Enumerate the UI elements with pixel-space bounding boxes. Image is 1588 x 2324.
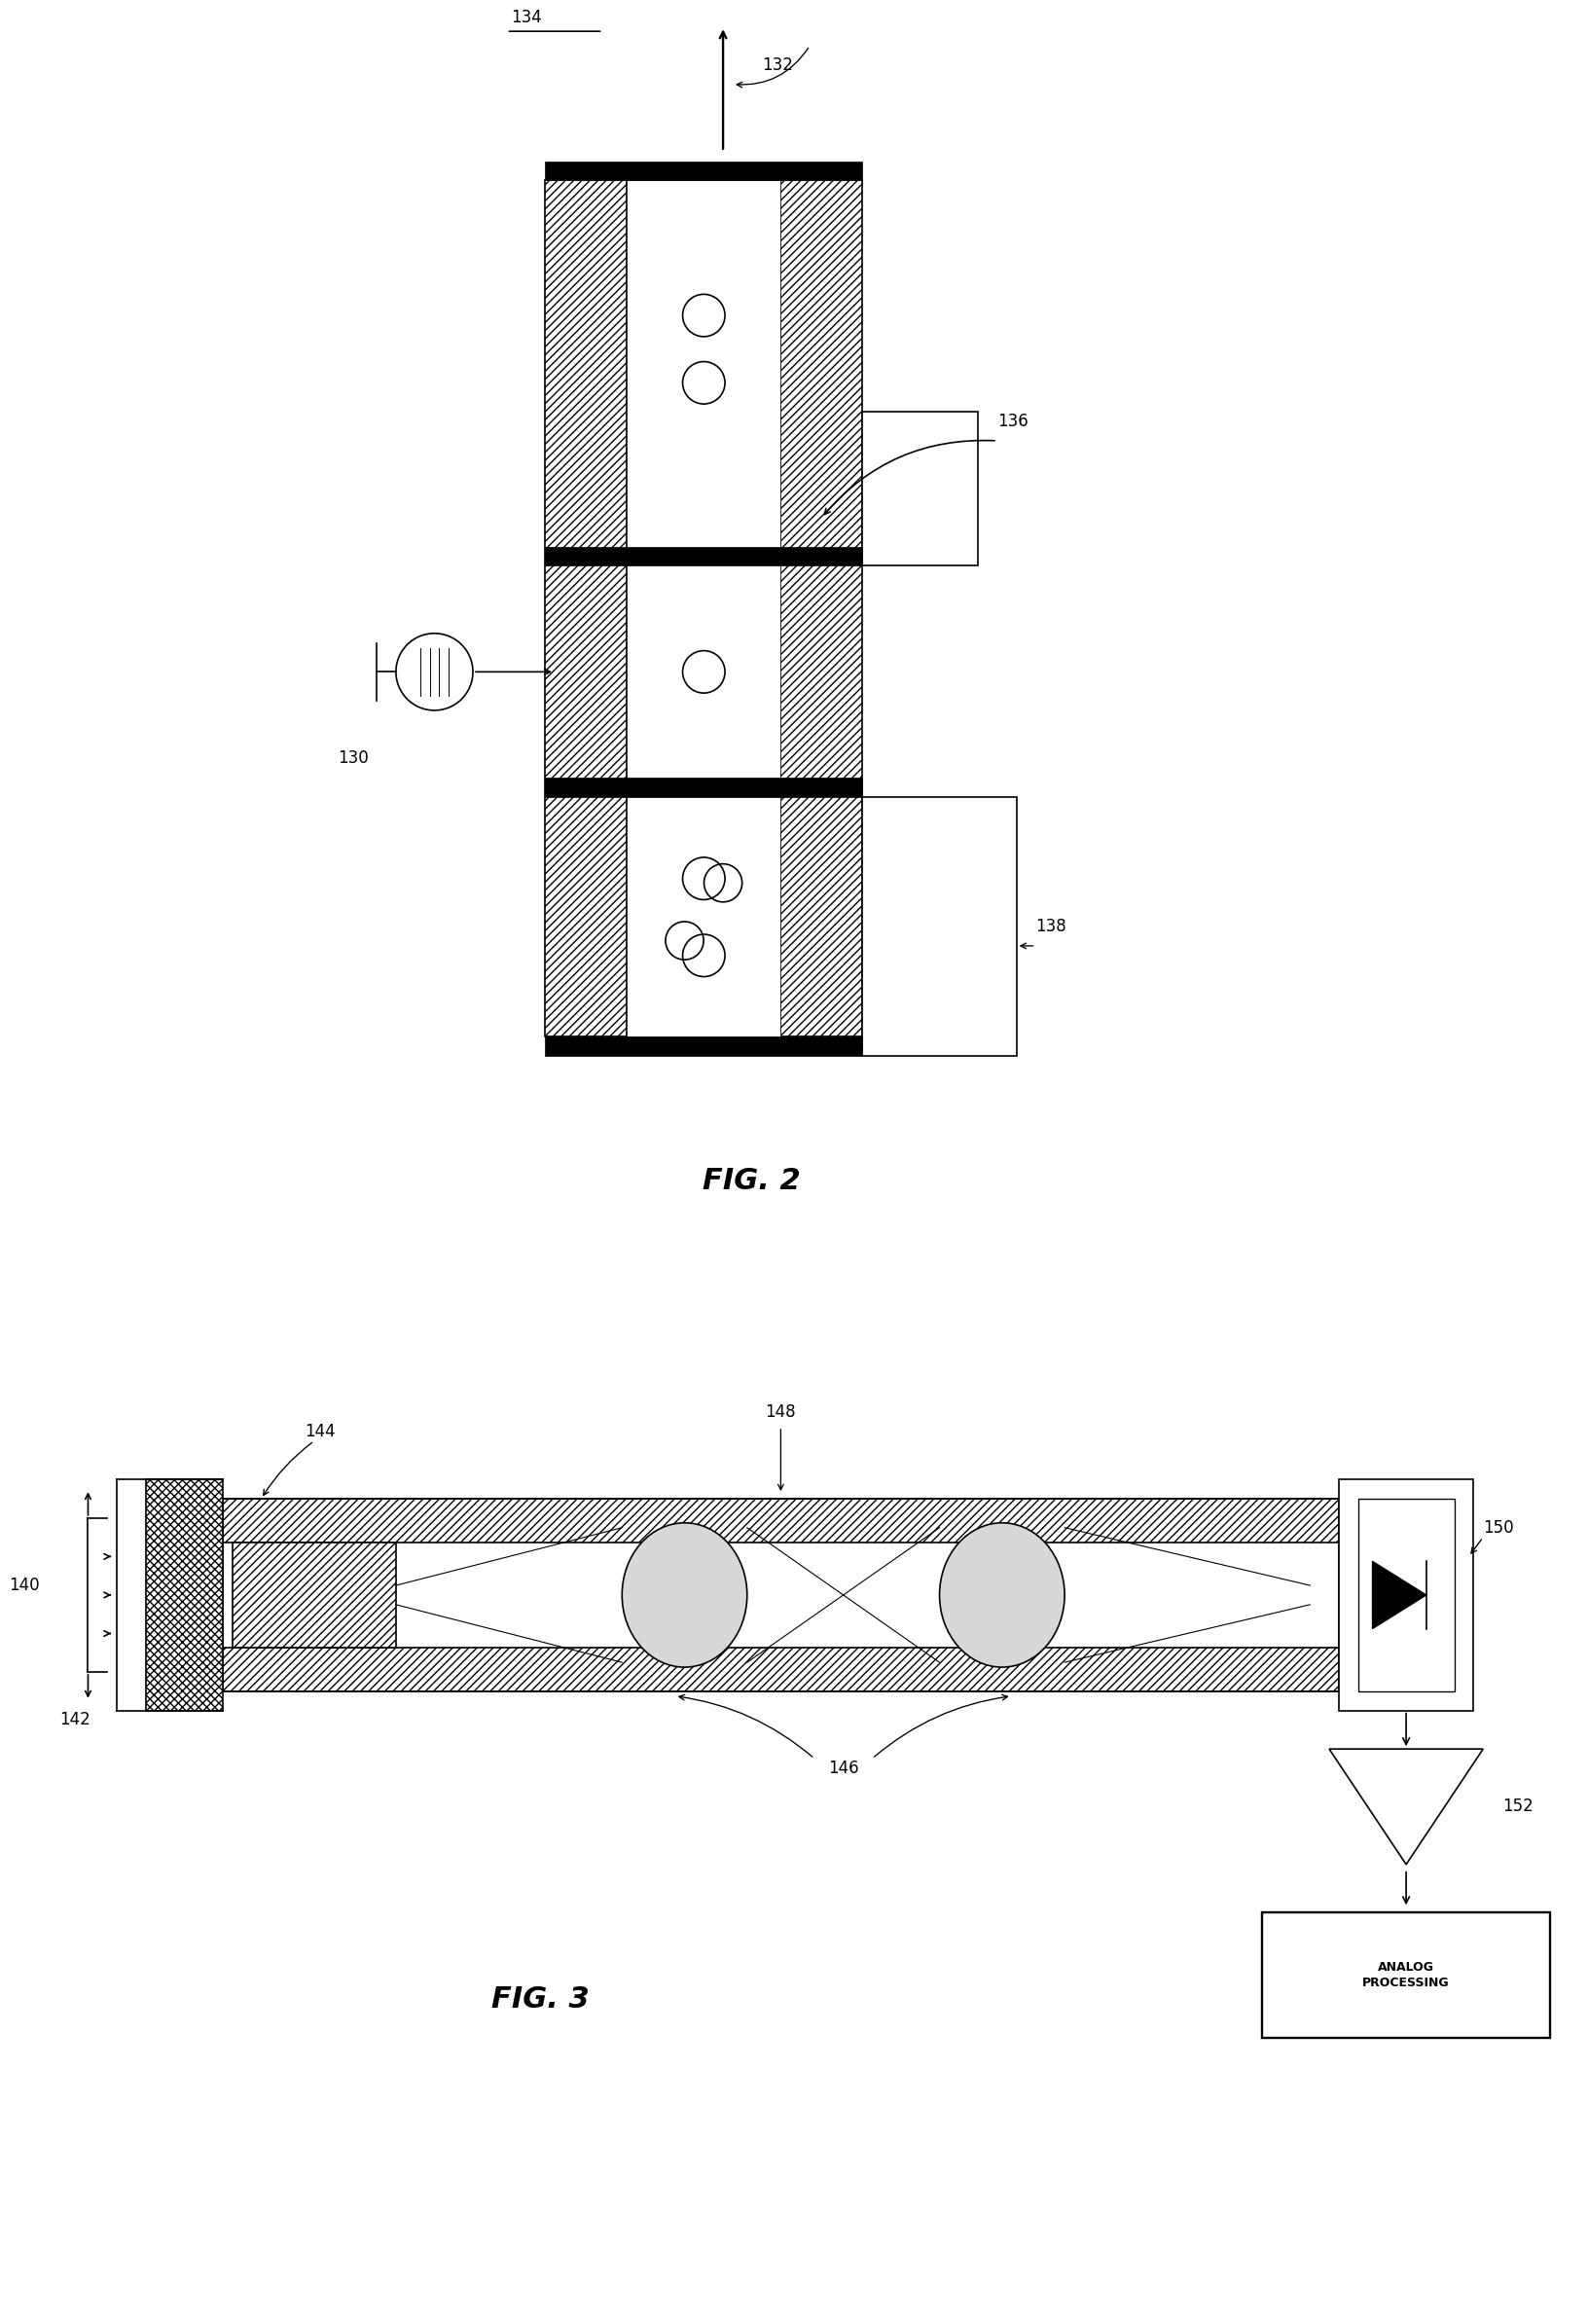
Bar	[545, 1037, 862, 1055]
Text: 146: 146	[827, 1759, 858, 1778]
Bar	[146, 1480, 222, 1710]
Text: 148: 148	[765, 1404, 796, 1420]
Bar	[232, 1543, 395, 1648]
Bar	[862, 411, 977, 565]
Bar	[780, 181, 862, 1037]
Text: 150: 150	[1482, 1520, 1513, 1536]
Text: 142: 142	[59, 1710, 91, 1729]
Bar	[222, 1648, 1339, 1692]
Bar	[1358, 1499, 1453, 1692]
Bar	[222, 1543, 1339, 1648]
Text: 132: 132	[761, 56, 792, 74]
Text: 134: 134	[511, 9, 542, 26]
Text: 140: 140	[10, 1576, 40, 1594]
Text: 136: 136	[997, 414, 1027, 430]
Bar	[862, 797, 1016, 1055]
Polygon shape	[1329, 1750, 1482, 1864]
Bar	[545, 779, 862, 797]
Ellipse shape	[939, 1522, 1064, 1666]
Text: 152: 152	[1501, 1799, 1532, 1815]
Text: 130: 130	[338, 751, 368, 767]
Text: ANALOG
PROCESSING: ANALOG PROCESSING	[1361, 1961, 1448, 1989]
Text: FIG. 2: FIG. 2	[702, 1167, 800, 1195]
Bar	[222, 1499, 1339, 1543]
Bar	[545, 160, 862, 181]
Polygon shape	[1372, 1562, 1426, 1629]
Ellipse shape	[621, 1522, 746, 1666]
Bar	[1339, 1480, 1472, 1710]
Text: 144: 144	[305, 1422, 335, 1441]
Text: 138: 138	[1035, 918, 1066, 934]
Bar	[1261, 1913, 1550, 2038]
Text: FIG. 3: FIG. 3	[491, 1985, 589, 2013]
Bar	[545, 546, 862, 565]
Bar	[626, 181, 780, 1037]
Bar	[545, 181, 626, 1037]
